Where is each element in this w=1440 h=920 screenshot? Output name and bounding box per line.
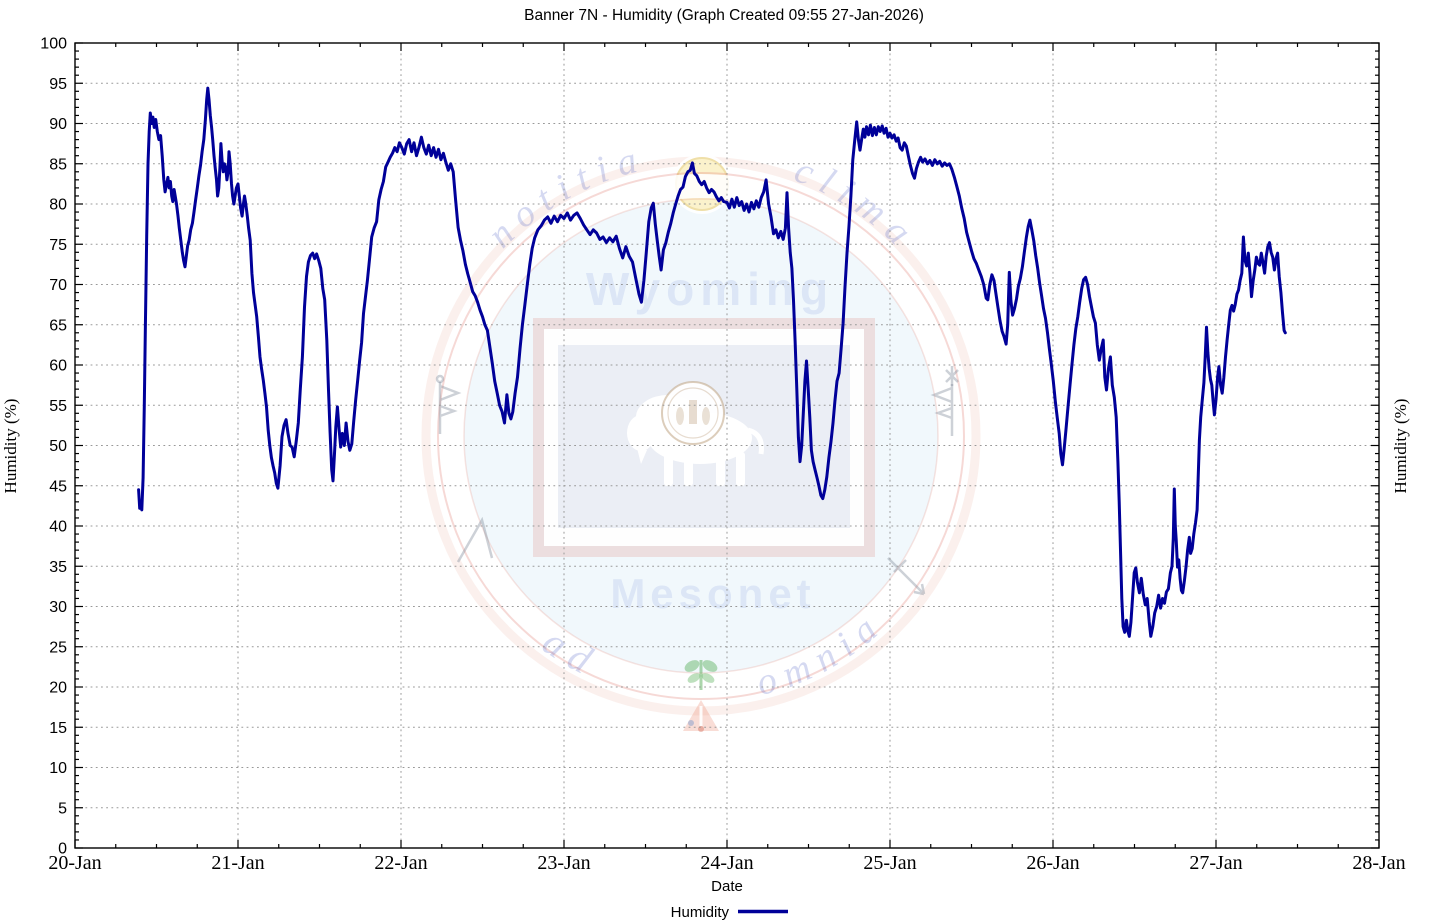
y-tick-label: 20: [49, 680, 67, 697]
x-tick-labels: 20-Jan 21-Jan 22-Jan 23-Jan 24-Jan 25-Jan 26-J…: [48, 852, 1405, 874]
y-tick-label: 15: [49, 720, 67, 737]
watermark-mesonet-text: Mesonet: [610, 570, 815, 617]
plot-border: [74, 42, 1380, 849]
watermark-sprout-icon: [684, 660, 718, 690]
y-tick-label: 65: [49, 317, 67, 334]
y-tick-label: 45: [49, 478, 67, 495]
legend-label: Humidity: [671, 904, 730, 920]
x-tick-label: 27-Jan: [1189, 852, 1242, 874]
y-axis-title-right: Humidity (%): [1391, 399, 1410, 494]
y-tick-labels: 0 5 10 15 20 25 30 35 40 45 50 55 60 65 70 75 80 85 90 95 10…: [40, 36, 67, 858]
y-tick-label: 100: [40, 36, 67, 53]
chart-title: Banner 7N - Humidity (Graph Created 09:5…: [524, 7, 924, 24]
y-axis-title-left: Humidity (%): [1, 399, 20, 494]
watermark-wyoming-text: Wyoming: [586, 263, 834, 315]
x-tick-label: 21-Jan: [211, 852, 264, 874]
legend: Humidity: [671, 904, 788, 920]
y-tick-label: 50: [49, 438, 67, 455]
y-tick-label: 85: [49, 156, 67, 173]
x-tick-label: 24-Jan: [700, 852, 753, 874]
x-tick-label: 23-Jan: [537, 852, 590, 874]
watermark-station-icons: [435, 366, 959, 596]
y-tick-label: 80: [49, 197, 67, 214]
x-tick-label: 28-Jan: [1352, 852, 1405, 874]
x-tick-label: 25-Jan: [863, 852, 916, 874]
y-tick-label: 25: [49, 639, 67, 656]
humidity-series-line: [137, 86, 1287, 638]
x-tick-label: 20-Jan: [48, 852, 101, 874]
y-tick-label: 95: [49, 76, 67, 93]
y-tick-label: 75: [49, 237, 67, 254]
y-tick-label: 10: [49, 760, 67, 777]
y-tick-label: 35: [49, 559, 67, 576]
y-tick-label: 55: [49, 398, 67, 415]
y-tick-label: 0: [58, 841, 67, 858]
x-tick-label: 22-Jan: [374, 852, 427, 874]
y-tick-label: 90: [49, 116, 67, 133]
gridlines: [75, 43, 1379, 848]
x-tick-label: 26-Jan: [1026, 852, 1079, 874]
y-tick-label: 70: [49, 277, 67, 294]
x-axis-title: Date: [711, 878, 743, 895]
y-tick-label: 40: [49, 519, 67, 536]
y-tick-label: 30: [49, 599, 67, 616]
y-tick-label: 5: [58, 800, 67, 817]
y-tick-label: 60: [49, 358, 67, 375]
